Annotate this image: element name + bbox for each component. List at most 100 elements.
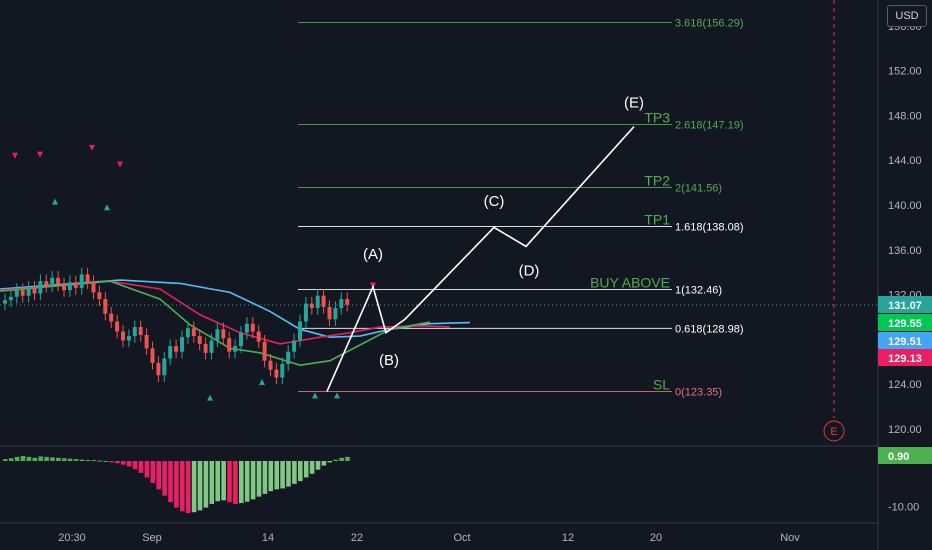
oscillator-bar [56, 457, 61, 461]
price-badge-1 [878, 314, 932, 331]
candle-body [132, 327, 137, 337]
fib-label-3: 1.618(138.08) [675, 222, 744, 234]
currency-button[interactable]: USD [887, 5, 927, 27]
event-marker-label: E [830, 426, 837, 438]
candle-body [191, 328, 196, 337]
candle-body [180, 337, 184, 352]
price-badge-label-2: 129.51 [888, 336, 922, 348]
target-label-4: SL [653, 376, 670, 392]
candle-body [239, 332, 243, 347]
oscillator-bar [174, 461, 179, 508]
candle-body [327, 306, 332, 320]
oscillator-bar [103, 461, 108, 462]
oscillator-bar [8, 458, 14, 461]
oscillator-bar [221, 461, 226, 501]
candle-body [298, 321, 302, 341]
candle-body [156, 362, 161, 376]
candle-body [3, 300, 7, 304]
oscillator-bar [209, 461, 215, 504]
wave-label-0: (A) [363, 246, 383, 263]
price-badge-label-0: 131.07 [888, 300, 922, 312]
oscillator-bar [303, 461, 309, 478]
candle-body [315, 295, 320, 309]
candle-body [309, 303, 314, 309]
oscillator-bar [44, 456, 49, 461]
candle-body [292, 340, 297, 352]
oscillator-bar [150, 461, 156, 483]
oscillator-bar [262, 461, 268, 494]
candle-body [26, 287, 31, 296]
candle-body [44, 281, 49, 286]
buy-signal-marker [104, 204, 110, 211]
time-label-0: 20:30 [58, 532, 86, 544]
candle-body [79, 274, 84, 288]
oscillator-bar [244, 461, 250, 502]
price-badge-0 [878, 296, 932, 313]
wave-projection: (A) (B) (C) (D) (E) [326, 95, 644, 392]
candle-body [56, 277, 61, 285]
oscillator-bar [233, 461, 238, 504]
wave-label-2: (C) [484, 193, 505, 210]
candle-body [227, 338, 232, 352]
oscillator-bar [73, 459, 79, 461]
oscillator-bar [339, 457, 344, 461]
oscillator-bar [185, 461, 191, 514]
oscillator-bar [168, 461, 173, 503]
candle-body [321, 295, 326, 307]
buy-signal-marker [259, 378, 265, 385]
oscillator-bar [20, 455, 26, 461]
candle-body [8, 296, 13, 301]
oscillator-bar [156, 461, 161, 490]
price-badge-2 [878, 332, 932, 349]
oscillator-bar [227, 461, 232, 503]
price-tick-7: 148.00 [888, 110, 922, 122]
price-badge-label-1: 129.55 [888, 318, 922, 330]
candle-body [38, 281, 43, 294]
grid: E [0, 0, 879, 550]
oscillator-bar [197, 461, 203, 511]
oscillator-bar [286, 461, 291, 487]
oscillator-bar [268, 461, 274, 492]
candle-body [14, 290, 19, 297]
price-tick-4: 136.00 [888, 245, 922, 257]
candle-body [91, 282, 96, 293]
oscillator-bar [26, 456, 32, 461]
fib-label-4: 1(132.46) [675, 284, 722, 296]
oscillator-bar [333, 459, 338, 461]
oscillator-bar [38, 456, 43, 461]
target-label-2: TP1 [644, 212, 670, 228]
oscillator-bar [298, 461, 303, 482]
candle-body [286, 351, 291, 365]
candle-body [197, 336, 202, 344]
candle-body [274, 369, 279, 378]
fib-label-2: 2(141.56) [675, 183, 722, 195]
oscillator-bar [109, 461, 114, 463]
oscillator-bar [79, 459, 85, 461]
fib-label-0: 3.618(156.29) [675, 18, 744, 30]
time-label-7: Nov [780, 532, 800, 544]
time-label-4: Oct [453, 532, 470, 544]
candle-body [215, 329, 220, 341]
oscillator-bar [32, 457, 38, 461]
sell-signal-marker [89, 144, 95, 151]
oscillator-bar [85, 460, 91, 462]
wave-label-4: (E) [624, 95, 644, 112]
target-label-1: TP2 [644, 173, 670, 189]
oscillator-bar [91, 460, 97, 462]
sell-signal-marker [37, 151, 43, 158]
wave-path [326, 126, 635, 392]
target-label-3: BUY ABOVE [590, 274, 670, 290]
candle-body [32, 287, 37, 294]
time-label-3: 22 [351, 532, 363, 544]
candle-body [244, 323, 249, 333]
fib-levels: 3.618(156.29) 2.618(147.19) 2(141.56) 1.618… [298, 18, 744, 398]
price-badge-label-3: 129.13 [888, 353, 922, 365]
candle-body [203, 343, 208, 353]
candle-body [233, 346, 238, 352]
candle-body [109, 313, 114, 322]
candle-body [262, 341, 267, 361]
oscillator-bar [162, 461, 167, 496]
oscillator-bar [274, 461, 279, 490]
oscillator-bar [126, 461, 132, 467]
